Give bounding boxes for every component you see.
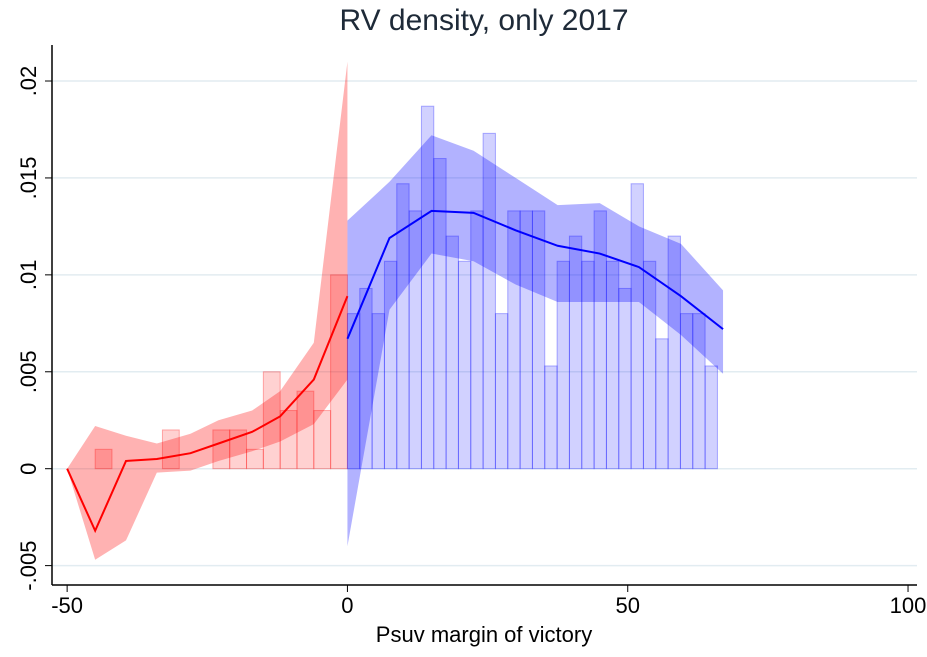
fit-line — [346, 209, 724, 340]
histogram-bar — [692, 313, 706, 470]
histogram-bar — [408, 210, 422, 470]
histogram-bar — [531, 210, 546, 470]
histogram-bar — [519, 210, 533, 470]
histogram-bar — [296, 390, 315, 470]
chart-title: RV density, only 2017 — [339, 4, 628, 37]
histogram-bar — [568, 235, 583, 470]
histogram-bar — [212, 429, 231, 470]
x-axis-label: Psuv margin of victory — [376, 622, 592, 647]
histogram-bar — [161, 429, 180, 470]
histogram-bar — [396, 183, 410, 470]
confidence-band — [67, 61, 348, 560]
histogram-bar — [346, 313, 361, 470]
histogram-bar — [642, 260, 657, 470]
histogram-bar — [655, 338, 669, 470]
histogram-bar — [556, 260, 570, 470]
histogram-bar — [279, 410, 298, 470]
histogram-bar — [457, 260, 472, 470]
x-tick-label: 0 — [341, 593, 353, 618]
histogram-bar — [383, 260, 398, 470]
y-tick-label: .01 — [16, 260, 41, 291]
histogram-bar — [313, 410, 332, 470]
histogram-bar — [593, 210, 607, 470]
fit-line — [66, 295, 349, 534]
confidence-band — [347, 135, 724, 547]
histogram-bar — [581, 260, 595, 470]
histogram-bar — [433, 158, 447, 470]
x-tick-label: 50 — [615, 593, 639, 618]
y-tick-label: 0 — [16, 463, 41, 475]
histogram-bar — [371, 313, 385, 470]
y-tick-label: -.005 — [16, 541, 41, 591]
histogram-bar — [445, 235, 459, 470]
histogram-bar — [544, 365, 558, 470]
histogram-bar — [94, 448, 113, 470]
histogram-bar — [630, 183, 644, 470]
histogram-bar — [246, 448, 264, 470]
histogram-bar — [704, 365, 718, 470]
histogram-bar — [679, 313, 694, 470]
histogram-bar — [359, 287, 373, 470]
histogram-bar — [470, 210, 484, 470]
x-tick-label: 100 — [890, 593, 927, 618]
histogram-bar — [605, 260, 620, 470]
histogram-bar — [420, 105, 435, 470]
histogram-bar — [494, 313, 509, 470]
y-tick-label: .005 — [16, 350, 41, 393]
histogram-bar — [507, 210, 521, 470]
x-tick-label: -50 — [51, 593, 83, 618]
histogram-bar — [618, 287, 632, 470]
y-tick-label: .02 — [16, 66, 41, 97]
histogram-bar — [330, 274, 348, 470]
y-tick-label: .015 — [16, 157, 41, 200]
histogram-bar — [229, 429, 248, 470]
